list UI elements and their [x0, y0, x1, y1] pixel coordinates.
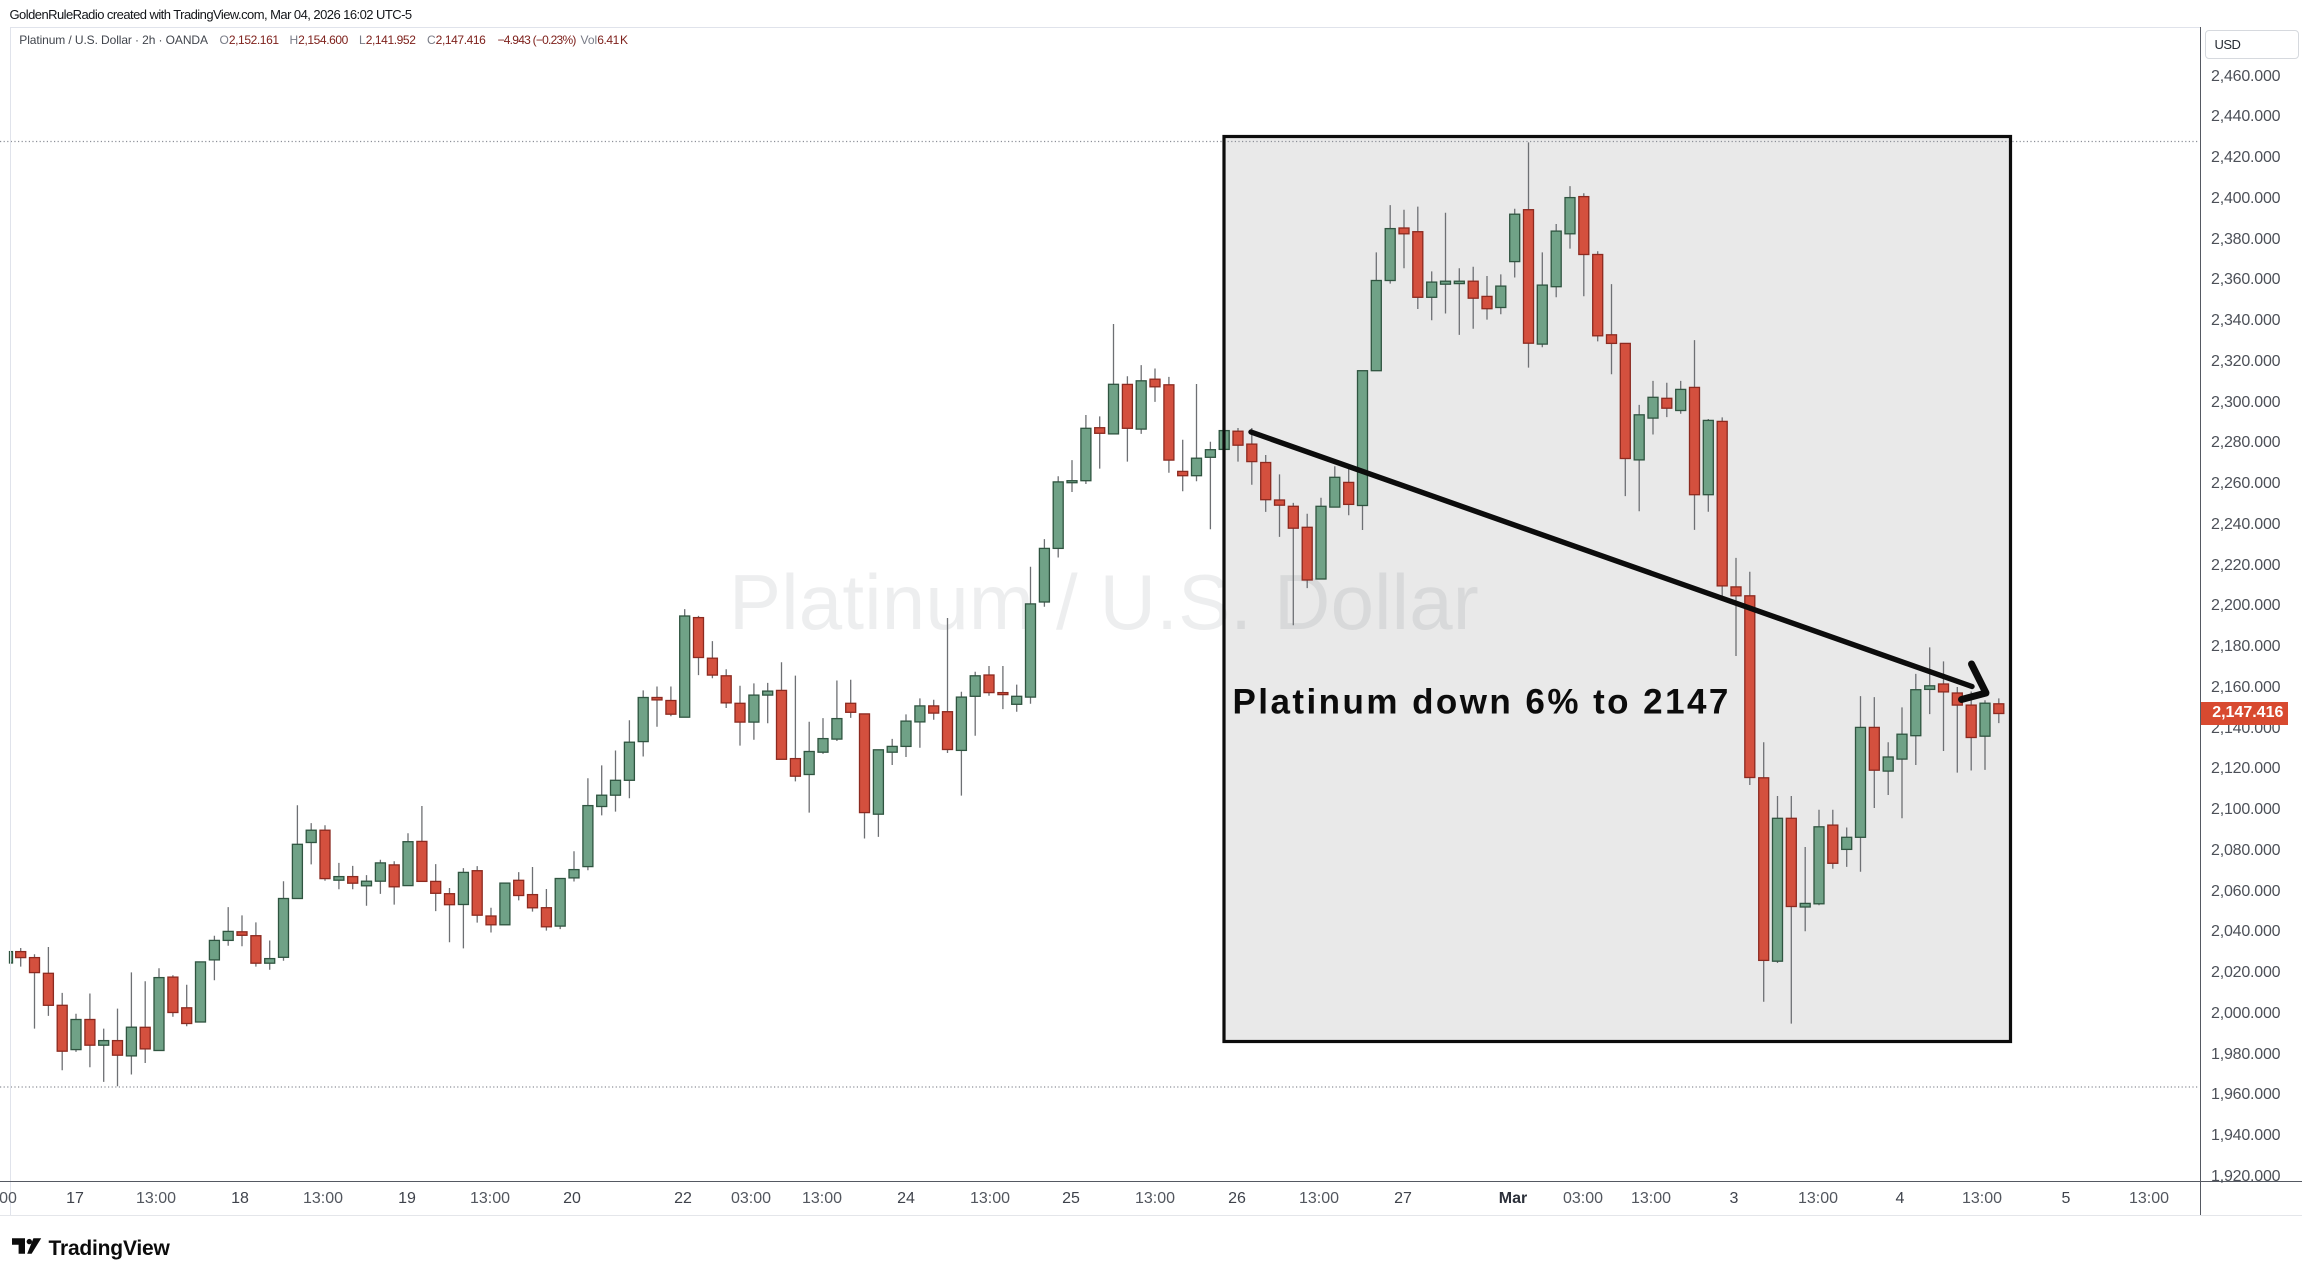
svg-text:Platinum down 6% to 2147: Platinum down 6% to 2147 [1233, 683, 1731, 722]
svg-text:Platinum / U.S. Dollar: Platinum / U.S. Dollar [729, 558, 1479, 646]
